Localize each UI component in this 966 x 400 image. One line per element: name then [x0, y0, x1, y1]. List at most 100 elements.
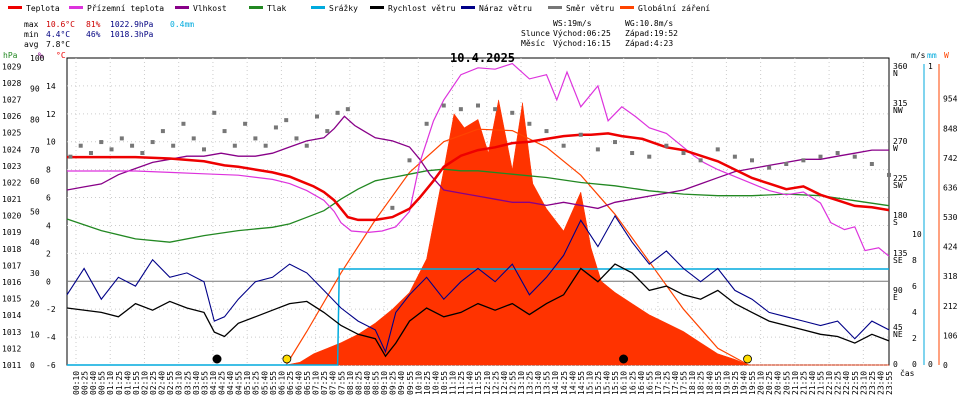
- wind-direction-point: [750, 158, 754, 163]
- x-tick-label: 18:10: [688, 371, 697, 395]
- x-tick-label: 04:55: [235, 371, 244, 395]
- legend-label: Globální záření: [638, 4, 710, 13]
- dir-tick-label: SE: [893, 256, 903, 265]
- dir-tick-label: 360: [893, 62, 908, 71]
- unit-pct: %: [38, 51, 43, 60]
- radiation-area: [67, 99, 889, 366]
- legend-swatch: [175, 6, 189, 9]
- wind-direction-point: [630, 151, 635, 156]
- wind-direction-point: [202, 147, 206, 152]
- wind-direction-point: [681, 151, 686, 156]
- wind-direction-point: [664, 143, 669, 148]
- theoretical-radiation-line: [285, 128, 749, 366]
- x-tick-label: 05:55: [269, 371, 278, 395]
- stats-max-label: max: [24, 20, 39, 29]
- wind-direction-point: [835, 151, 840, 156]
- pct-tick-label: 20: [30, 300, 40, 309]
- wind-direction-point: [171, 143, 176, 148]
- wind-direction-point: [887, 172, 891, 177]
- c-tick-label: -6: [46, 361, 56, 370]
- x-tick-label: 22:40: [842, 371, 851, 395]
- dir-tick-label: 0: [893, 360, 898, 369]
- x-tick-label: 10:10: [414, 371, 423, 395]
- legend-label: Směr větru: [566, 4, 614, 13]
- wind-direction-point: [284, 118, 289, 123]
- wind-direction-point: [191, 136, 196, 141]
- w-tick-label: 424: [943, 243, 958, 252]
- x-tick-label: 00:55: [98, 371, 107, 395]
- x-tick-label: 03:25: [183, 371, 192, 395]
- x-tick-label: 11:25: [457, 371, 466, 395]
- wind-gust-line: [66, 214, 890, 354]
- w-tick-label: 530: [943, 213, 958, 222]
- x-tick-label: 22:25: [834, 371, 843, 395]
- legend-label: Teplota: [26, 4, 60, 13]
- x-tick-label: 16:25: [628, 371, 637, 395]
- x-tick-label: 02:55: [166, 371, 175, 395]
- x-tick-label: 15:25: [594, 371, 603, 395]
- x-tick-label: 03:40: [192, 371, 201, 395]
- hpa-tick-label: 1015: [2, 295, 21, 304]
- wind-direction-point: [510, 110, 515, 115]
- x-tick-label: 11:10: [449, 371, 458, 395]
- wind-direction-point: [88, 151, 93, 156]
- mm-tick-label: 1: [928, 62, 933, 71]
- legend-swatch: [620, 6, 634, 9]
- wind-direction-point: [99, 140, 104, 145]
- wind-direction-point: [801, 158, 806, 163]
- stats-avg-temp: 7.8°C: [46, 40, 70, 49]
- x-tick-label: 21:40: [808, 371, 817, 395]
- hpa-tick-label: 1027: [2, 95, 21, 104]
- legend-label: Srážky: [329, 4, 358, 13]
- wind-direction-point: [784, 161, 789, 166]
- hpa-tick-label: 1024: [2, 145, 21, 154]
- unit-w: W: [944, 51, 949, 60]
- x-tick-label: 09:25: [389, 371, 398, 395]
- wind-direction-point: [160, 129, 165, 134]
- x-tick-label: 05:40: [260, 371, 269, 395]
- x-tick-label: 23:40: [876, 371, 885, 395]
- x-tick-label: 09:40: [397, 371, 406, 395]
- wind-direction-point: [263, 143, 268, 148]
- x-tick-label: 12:40: [500, 371, 509, 395]
- sun-marker: [743, 354, 752, 364]
- x-tick-label: 19:10: [722, 371, 731, 395]
- legend: Teplota Přízemní teplota Vlhkost Tlak Srážky…: [8, 4, 710, 13]
- moon-marker: [212, 354, 222, 364]
- x-tick-label: 23:25: [868, 371, 877, 395]
- x-tick-label: 02:25: [149, 371, 158, 395]
- wind-direction-point: [345, 107, 350, 112]
- x-tick-label: 17:10: [654, 371, 663, 395]
- stats-max-press: 1022.9hPa: [110, 20, 154, 29]
- x-tick-label: 01:25: [115, 371, 124, 395]
- hpa-tick-label: 1016: [2, 278, 21, 287]
- ms-tick-label: 6: [912, 282, 917, 291]
- wind-direction-point: [493, 107, 498, 112]
- hpa-tick-label: 1012: [2, 344, 21, 353]
- legend-label: Přízemní teplota: [87, 4, 164, 13]
- c-tick-label: 0: [46, 277, 51, 286]
- wind-direction-point: [527, 121, 532, 126]
- pct-tick-label: 60: [30, 177, 40, 186]
- hpa-tick-label: 1029: [2, 62, 21, 71]
- x-tick-label: 21:25: [799, 371, 808, 395]
- legend-swatch: [311, 6, 325, 9]
- lines-layer: [66, 62, 891, 366]
- wind-direction-point: [595, 147, 600, 152]
- time-axis-label: čas: [900, 368, 915, 378]
- ms-tick-label: 8: [912, 256, 917, 265]
- unit-ms: m/s: [911, 51, 926, 60]
- x-tick-label: 20:55: [782, 371, 791, 395]
- sun-marker: [282, 354, 292, 364]
- c-tick-label: 4: [46, 221, 51, 230]
- pct-tick-label: 0: [30, 361, 35, 370]
- x-tick-label: 02:10: [140, 371, 149, 395]
- x-tick-label: 20:10: [757, 371, 766, 395]
- pct-tick-label: 40: [30, 238, 40, 247]
- wind-direction-point: [335, 110, 340, 115]
- dir-tick-label: N: [893, 69, 898, 78]
- x-tick-label: 14:25: [560, 371, 569, 395]
- c-tick-label: 12: [46, 110, 56, 119]
- pct-tick-label: 70: [30, 146, 40, 155]
